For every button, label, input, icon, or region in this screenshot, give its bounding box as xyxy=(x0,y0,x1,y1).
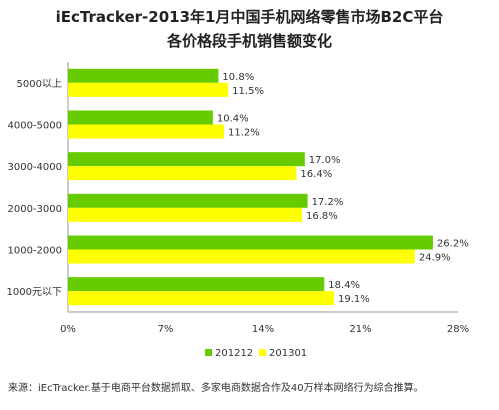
bar-201301 xyxy=(68,166,297,181)
legend-label-201301: 201301 xyxy=(269,348,307,359)
data-label-201212: 10.8% xyxy=(222,72,254,83)
chart-title-line2: 各价格段手机销售额变化 xyxy=(166,32,332,50)
bar-201212 xyxy=(68,110,213,125)
category-label: 4000-5000 xyxy=(7,121,62,132)
data-label-201212: 10.4% xyxy=(217,114,249,125)
category-label: 5000以上 xyxy=(17,78,62,90)
data-label-201301: 16.4% xyxy=(300,169,332,180)
data-label-201301: 24.9% xyxy=(419,253,451,264)
bar-201301 xyxy=(68,207,302,222)
x-tick-label: 28% xyxy=(447,324,469,335)
category-label: 1000元以下 xyxy=(7,287,62,298)
chart-title-line1: iEcTracker-2013年1月中国手机网络零售市场B2C平台 xyxy=(55,8,444,26)
legend-label-201212: 201212 xyxy=(215,348,253,359)
bar-201212 xyxy=(68,193,308,208)
bar-201301 xyxy=(68,249,415,264)
data-label-201212: 17.0% xyxy=(309,155,341,166)
x-tick-label: 7% xyxy=(158,324,174,335)
x-tick-label: 0% xyxy=(60,324,76,335)
data-label-201212: 26.2% xyxy=(437,239,469,250)
data-label-201301: 11.2% xyxy=(228,128,260,139)
bar-201301 xyxy=(68,291,335,306)
data-label-201212: 17.2% xyxy=(312,197,344,208)
category-label: 2000-3000 xyxy=(7,204,62,215)
data-label-201301: 19.1% xyxy=(338,294,370,305)
x-tick-label: 21% xyxy=(349,324,371,335)
bar-201212 xyxy=(68,152,305,167)
data-label-201212: 18.4% xyxy=(328,280,360,291)
bar-201212 xyxy=(68,68,219,83)
legend-swatch-201301 xyxy=(259,349,266,356)
data-label-201301: 11.5% xyxy=(232,86,264,97)
x-tick-label: 14% xyxy=(252,324,274,335)
source-note: 来源：iEcTracker.基于电商平台数据抓取、多家电商数据合作及40万样本网… xyxy=(8,383,424,394)
legend-swatch-201212 xyxy=(205,349,212,356)
bar-201212 xyxy=(68,235,433,250)
category-label: 1000-2000 xyxy=(7,246,62,257)
bar-201301 xyxy=(68,124,224,139)
category-label: 3000-4000 xyxy=(7,162,62,173)
data-label-201301: 16.8% xyxy=(306,211,338,222)
bar-201301 xyxy=(68,82,229,97)
bar-201212 xyxy=(68,277,325,292)
